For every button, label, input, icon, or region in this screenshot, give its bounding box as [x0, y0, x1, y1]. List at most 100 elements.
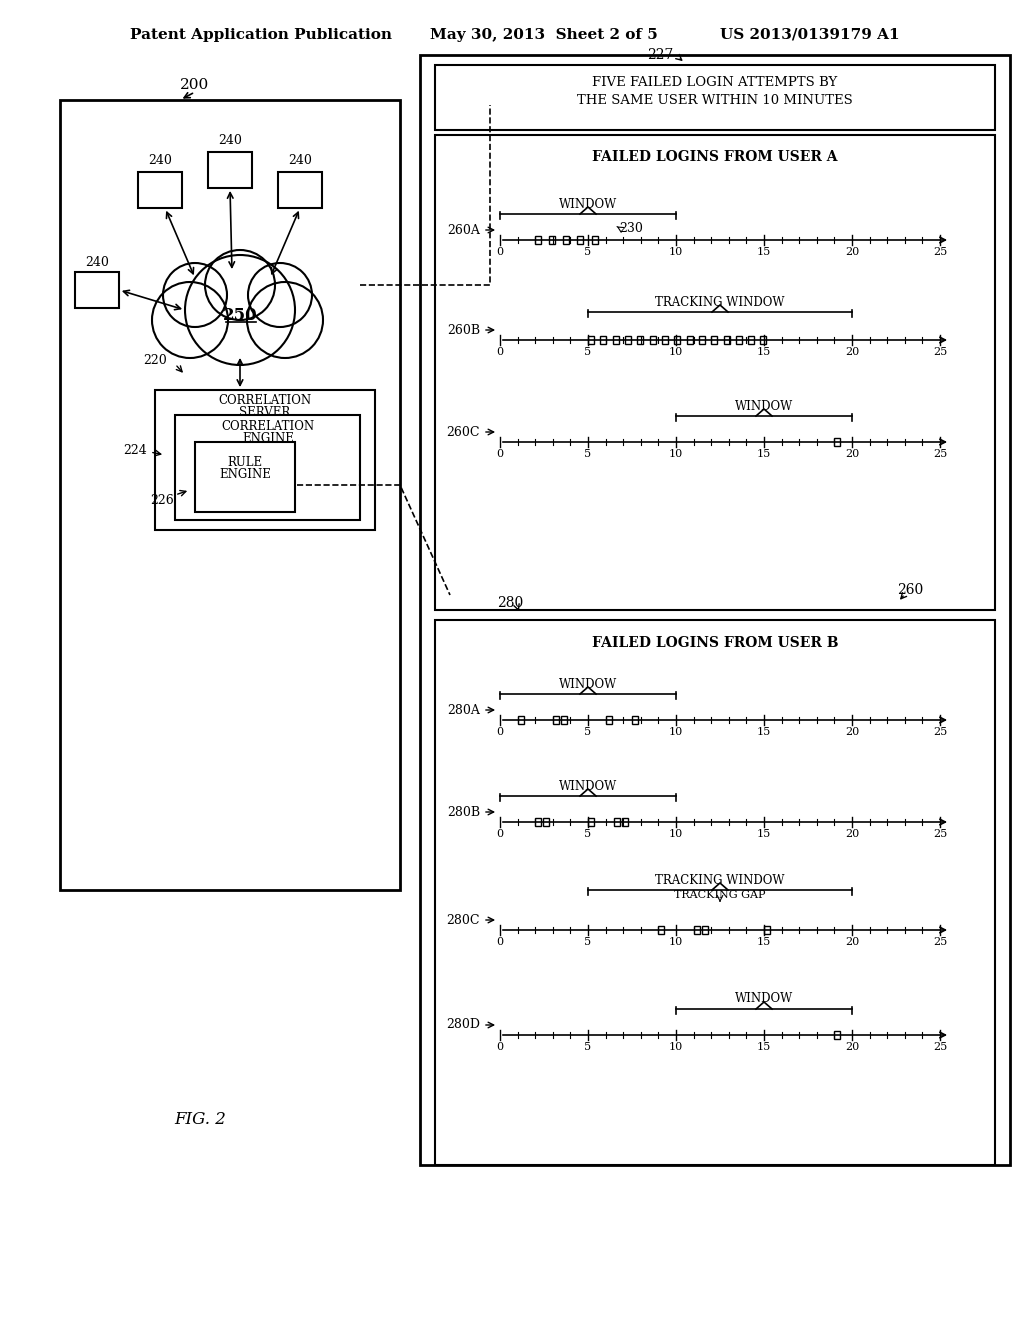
Bar [435, 65, 995, 129]
Text: ENGINE: ENGINE [242, 433, 294, 446]
Text: 0: 0 [497, 829, 504, 840]
Text: 220: 220 [143, 354, 167, 367]
Text: FAILED LOGINS FROM USER B: FAILED LOGINS FROM USER B [592, 636, 839, 649]
Text: WINDOW: WINDOW [735, 400, 794, 412]
Text: 260B: 260B [446, 323, 480, 337]
Bar [761, 337, 767, 345]
Text: 15: 15 [757, 449, 771, 459]
Bar [632, 715, 638, 723]
Bar [175, 414, 360, 520]
Text: 280B: 280B [446, 805, 480, 818]
Text: 260: 260 [897, 583, 923, 597]
Text: 240: 240 [85, 256, 109, 268]
Text: 226: 226 [151, 494, 174, 507]
Text: 10: 10 [669, 829, 683, 840]
Text: 20: 20 [845, 347, 859, 356]
Text: 15: 15 [757, 347, 771, 356]
Text: 10: 10 [669, 247, 683, 257]
Text: 250: 250 [222, 306, 257, 323]
Bar [563, 236, 569, 244]
Text: 25: 25 [933, 347, 947, 356]
Text: FAILED LOGINS FROM USER A: FAILED LOGINS FROM USER A [592, 150, 838, 164]
Text: 25: 25 [933, 937, 947, 946]
Text: 0: 0 [497, 247, 504, 257]
Text: US 2013/0139179 A1: US 2013/0139179 A1 [720, 28, 900, 42]
Bar [195, 442, 295, 512]
Bar [578, 236, 584, 244]
Text: 5: 5 [585, 449, 592, 459]
Bar [435, 620, 995, 1166]
Text: WINDOW: WINDOW [559, 677, 617, 690]
Bar [612, 337, 618, 345]
Text: CORRELATION: CORRELATION [218, 393, 311, 407]
Bar [435, 135, 995, 610]
Bar [60, 100, 400, 890]
Bar [623, 818, 629, 826]
Text: 25: 25 [933, 247, 947, 257]
Bar [420, 55, 1010, 1166]
Text: 20: 20 [845, 1041, 859, 1052]
Text: 20: 20 [845, 829, 859, 840]
Bar [749, 337, 754, 345]
Bar [549, 236, 555, 244]
Text: WINDOW: WINDOW [735, 993, 794, 1006]
Text: 260C: 260C [446, 425, 480, 438]
Bar [662, 337, 668, 345]
Text: WINDOW: WINDOW [559, 780, 617, 792]
Bar [712, 337, 717, 345]
Bar [614, 818, 621, 826]
Bar [764, 927, 770, 935]
Text: 230: 230 [620, 222, 643, 235]
Text: 280A: 280A [447, 704, 480, 717]
Bar [736, 337, 741, 345]
Text: 5: 5 [585, 727, 592, 737]
Bar [649, 337, 655, 345]
Bar [517, 715, 523, 723]
Bar [605, 715, 611, 723]
Text: 240: 240 [218, 133, 242, 147]
Bar [155, 389, 375, 531]
Bar [658, 927, 665, 935]
Text: 10: 10 [669, 347, 683, 356]
Text: TRACKING GAP: TRACKING GAP [674, 890, 766, 900]
Circle shape [185, 255, 295, 366]
Text: 15: 15 [757, 829, 771, 840]
Text: 15: 15 [757, 1041, 771, 1052]
Bar [686, 337, 692, 345]
Bar [588, 818, 594, 826]
Text: ENGINE: ENGINE [219, 467, 271, 480]
Bar [75, 272, 119, 308]
Text: SERVER: SERVER [240, 405, 291, 418]
Text: 224: 224 [123, 444, 146, 457]
Text: 20: 20 [845, 727, 859, 737]
Text: 20: 20 [845, 937, 859, 946]
Text: 260A: 260A [447, 223, 480, 236]
Bar [588, 337, 594, 345]
Circle shape [247, 282, 323, 358]
Text: 25: 25 [933, 727, 947, 737]
Bar [674, 337, 680, 345]
Text: 10: 10 [669, 449, 683, 459]
Text: 25: 25 [933, 829, 947, 840]
Text: Patent Application Publication: Patent Application Publication [130, 28, 392, 42]
Text: FIG. 2: FIG. 2 [174, 1111, 226, 1129]
Text: 15: 15 [757, 247, 771, 257]
Text: 240: 240 [148, 153, 172, 166]
Text: 240: 240 [288, 153, 312, 166]
Text: WINDOW: WINDOW [559, 198, 617, 210]
Bar [625, 337, 631, 345]
Circle shape [163, 263, 227, 327]
Text: 5: 5 [585, 247, 592, 257]
Text: 0: 0 [497, 449, 504, 459]
Bar [693, 927, 699, 935]
Text: 227: 227 [647, 48, 673, 62]
Text: 10: 10 [669, 727, 683, 737]
Bar [701, 927, 708, 935]
Bar [835, 438, 841, 446]
Circle shape [248, 263, 312, 327]
Text: 280: 280 [497, 597, 523, 610]
Bar [536, 818, 542, 826]
Text: 10: 10 [669, 937, 683, 946]
Text: 5: 5 [585, 829, 592, 840]
Text: 0: 0 [497, 937, 504, 946]
